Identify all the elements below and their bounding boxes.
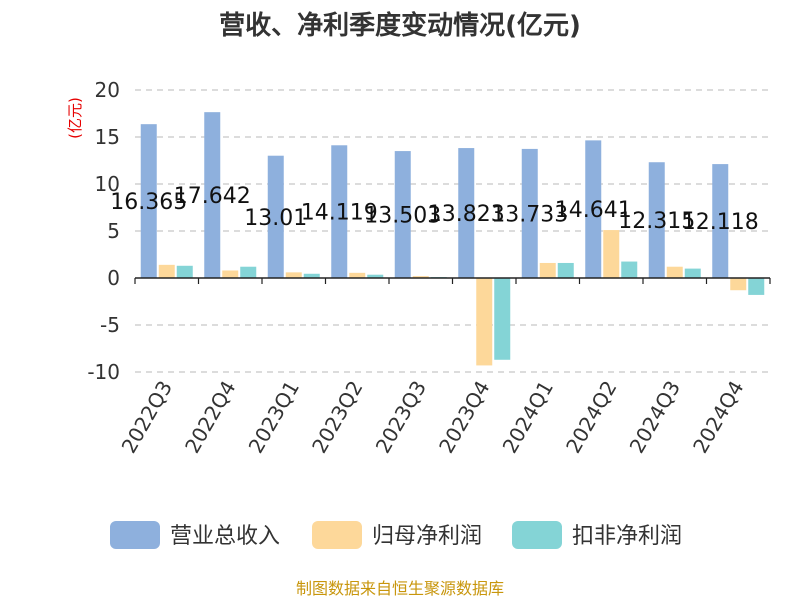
data-labels: 16.36517.64213.0114.11913.50313.82313.73…: [110, 184, 758, 235]
bar: [349, 272, 366, 278]
legend-item[interactable]: 归母净利润: [312, 521, 482, 549]
legend-swatch: [312, 521, 362, 549]
y-tick-label: 10: [95, 172, 120, 196]
bar: [331, 145, 348, 278]
x-axis-ticks: 2022Q3 2022Q4 2023Q1 2023Q2 2023Q3 2023Q4 2024…: [117, 377, 749, 458]
legend-swatch: [512, 521, 562, 549]
y-tick-label: -5: [100, 313, 120, 337]
y-tick-label: 15: [95, 125, 120, 149]
legend-label: 营业总收入: [170, 524, 280, 549]
legend[interactable]: 营业总收入 归母净利润 扣非净利润: [110, 521, 682, 549]
bar: [204, 112, 221, 279]
bar: [240, 266, 257, 278]
bar: [603, 230, 620, 278]
legend-swatch: [110, 521, 160, 549]
y-tick-label: 20: [95, 78, 120, 102]
bar: [748, 278, 765, 295]
y-tick-label: 5: [107, 219, 120, 243]
y-axis-ticks: 20 15 10 5 0 -5 -10: [87, 78, 120, 384]
bar: [585, 140, 602, 278]
data-label: 12.315: [618, 209, 695, 234]
source-note: 制图数据来自恒生聚源数据库: [296, 579, 504, 598]
data-label: 12.118: [682, 210, 759, 235]
bar: [521, 148, 538, 278]
x-tick-label: 2023Q4: [434, 377, 494, 458]
x-axis: [134, 277, 771, 284]
bar: [539, 262, 556, 278]
x-tick-label: 2024Q1: [498, 377, 558, 458]
chart-title: 营收、净利季度变动情况(亿元): [219, 10, 581, 41]
bar: [648, 162, 665, 278]
x-tick-label: 2023Q1: [244, 377, 304, 458]
data-label: 14.641: [555, 198, 632, 223]
bar: [285, 272, 302, 278]
bar: [684, 268, 701, 278]
x-tick-label: 2024Q3: [625, 377, 685, 458]
y-axis-label: (亿元): [66, 97, 84, 139]
x-tick-label: 2023Q3: [371, 377, 431, 458]
bar: [303, 273, 320, 278]
y-tick-label: -10: [87, 360, 120, 384]
bar: [557, 262, 574, 278]
legend-item[interactable]: 扣非净利润: [512, 521, 682, 549]
x-tick-label: 2022Q4: [180, 377, 240, 458]
bar: [140, 124, 157, 278]
data-label: 13.01: [244, 206, 307, 231]
bars: [140, 112, 765, 366]
legend-item[interactable]: 营业总收入: [110, 521, 280, 549]
x-tick-label: 2023Q2: [307, 377, 367, 458]
bar: [666, 266, 683, 278]
bar: [394, 151, 411, 278]
data-label: 13.823: [428, 202, 505, 227]
legend-label: 归母净利润: [372, 524, 482, 549]
y-tick-label: 0: [107, 266, 120, 290]
bar: [494, 278, 511, 360]
data-label: 13.733: [491, 202, 568, 227]
bar: [476, 278, 493, 366]
bar: [412, 276, 429, 278]
bar: [158, 264, 175, 278]
x-tick-label: 2024Q4: [688, 377, 748, 458]
data-label: 16.365: [110, 190, 187, 215]
bar: [176, 265, 193, 278]
bar: [458, 148, 475, 278]
data-label: 14.119: [301, 201, 378, 226]
bar: [222, 270, 239, 278]
bar: [267, 155, 284, 278]
bar: [621, 261, 638, 278]
bar: [367, 274, 384, 278]
x-tick-label: 2022Q3: [117, 377, 177, 458]
data-label: 13.503: [364, 204, 441, 229]
legend-label: 扣非净利润: [572, 524, 682, 549]
bar: [712, 164, 729, 278]
data-label: 17.642: [174, 184, 251, 209]
bar: [730, 278, 747, 291]
x-tick-label: 2024Q2: [561, 377, 621, 458]
